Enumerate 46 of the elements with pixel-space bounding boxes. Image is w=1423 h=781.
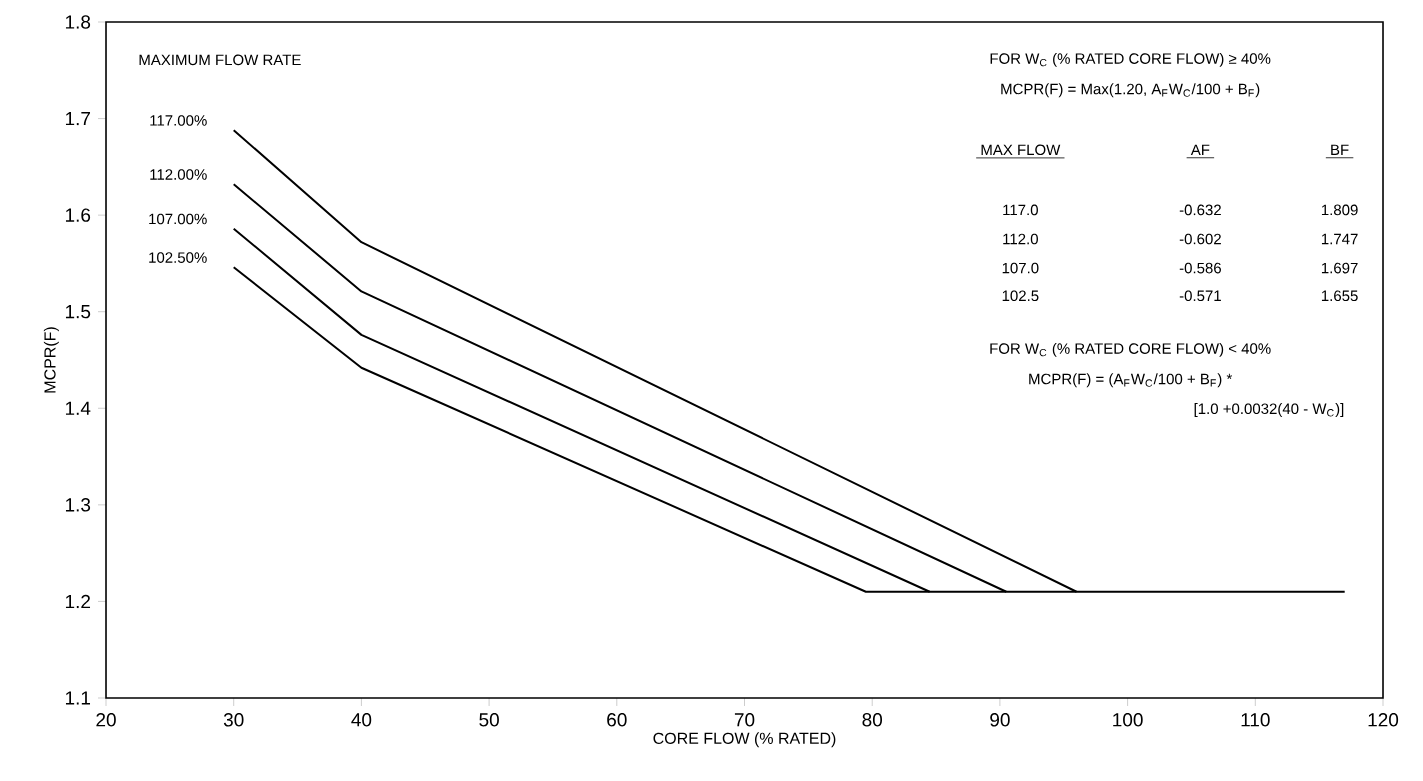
x-tick-label: 120	[1368, 713, 1399, 727]
annotation: 1.697	[1321, 262, 1358, 274]
annotation: [1.0 +0.0032(40 - W$_{C}$)]	[1194, 403, 1344, 417]
annotation: 112.0	[1003, 233, 1038, 245]
x-tick-label: 30	[223, 713, 244, 727]
y-tick-label: 1.6	[65, 208, 91, 222]
x-tick-label: 70	[734, 713, 755, 727]
annotation: 117.0	[1003, 204, 1038, 216]
annotation: FOR W$_{C}$ (% RATED CORE FLOW) < 40%	[990, 342, 1271, 357]
legend-title: MAXIMUM FLOW RATE	[139, 54, 301, 66]
annotation: MCPR(F) = Max(1.20, A$_{F}$W$_{C}$/100 + B$_{F}$)	[1001, 83, 1260, 98]
x-tick-label: 20	[96, 713, 116, 727]
y-tick-label: 1.4	[65, 401, 91, 415]
annotation: 1.747	[1321, 233, 1358, 245]
annotation: 1.655	[1321, 290, 1358, 302]
y-tick-label: 1.3	[65, 498, 91, 512]
annotation: -0.602	[1179, 233, 1221, 245]
annotation: -0.571	[1179, 290, 1221, 302]
annotation: -0.586	[1179, 262, 1221, 274]
annotation: 1.809	[1321, 204, 1358, 216]
x-tick-label: 60	[607, 713, 627, 727]
annotation: FOR W$_{C}$ (% RATED CORE FLOW) ≥ 40%	[990, 52, 1271, 67]
annotation: MCPR(F) = (A$_{F}$W$_{C}$/100 + B$_{F}$) *	[1029, 373, 1233, 388]
annotation: 102.5	[1002, 290, 1039, 302]
y-tick-label: 1.1	[65, 691, 91, 705]
annotation: BF	[1331, 144, 1349, 155]
series-label: 102.50%	[149, 252, 207, 263]
x-tick-label: 110	[1241, 713, 1270, 727]
y-tick-label: 1.7	[65, 112, 91, 126]
x-tick-label: 80	[862, 713, 883, 727]
series-label: 112.00%	[150, 169, 207, 180]
series-label: 117.00%	[150, 115, 207, 126]
x-tick-label: 90	[990, 713, 1010, 727]
annotation: MAX FLOW	[981, 144, 1061, 156]
annotation: AF	[1190, 144, 1210, 155]
x-tick-label: 100	[1113, 713, 1143, 727]
y-tick-label: 1.2	[65, 594, 91, 609]
x-tick-label: 50	[479, 713, 499, 727]
y-tick-label: 1.8	[65, 15, 91, 29]
annotation: 107.0	[1002, 262, 1039, 274]
y-axis-title: MCPR(F)	[43, 327, 59, 393]
series-label: 107.00%	[149, 213, 207, 225]
x-tick-label: 40	[351, 713, 372, 727]
y-tick-label: 1.5	[65, 305, 91, 319]
annotation: -0.632	[1179, 204, 1221, 216]
x-axis-title: CORE FLOW (% RATED)	[653, 732, 836, 748]
